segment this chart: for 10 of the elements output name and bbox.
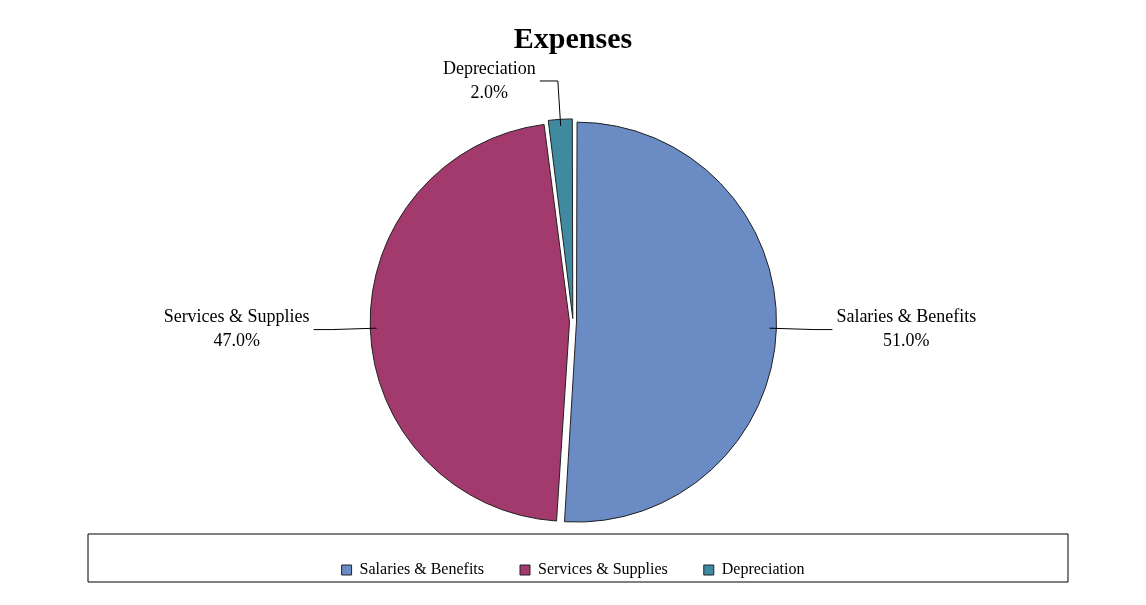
legend-label: Depreciation	[721, 560, 805, 579]
data-label: 47.0%	[213, 330, 260, 351]
slice-label: Depreciation	[442, 57, 536, 78]
data-label: 51.0%	[883, 330, 930, 351]
chart-title: Expenses	[513, 20, 633, 54]
data-label: 2.0%	[470, 81, 509, 102]
slice-label: Services & Supplies	[163, 306, 310, 327]
slice-label: Salaries & Benefits	[836, 306, 977, 327]
legend-label: Salaries & Benefits	[359, 560, 485, 578]
legend-label: Services & Supplies	[538, 560, 668, 579]
